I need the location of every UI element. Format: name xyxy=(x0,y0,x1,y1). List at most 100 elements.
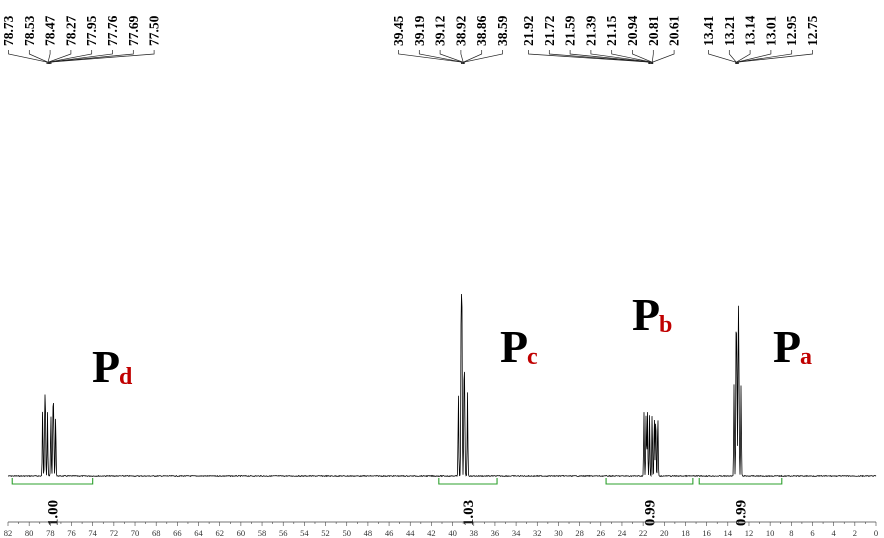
x-tick-label: 48 xyxy=(364,528,373,538)
x-tick-label: 4 xyxy=(832,528,837,538)
peak-leader-line xyxy=(708,50,736,64)
x-tick-label: 62 xyxy=(215,528,224,538)
integral-bracket xyxy=(698,478,783,485)
x-tick-label: 22 xyxy=(639,528,648,538)
assignment-label: Pc xyxy=(500,321,538,372)
x-tick-label: 32 xyxy=(533,528,542,538)
peak-label: 21.39 xyxy=(583,15,598,46)
x-tick-label: 56 xyxy=(279,528,288,538)
peak-leader-line xyxy=(651,50,654,64)
x-tick-label: 6 xyxy=(810,528,814,538)
peak-label-group: 13.41 13.21 13.14 13.01 12.95 12.75 xyxy=(701,15,820,64)
assignment-label: Pa xyxy=(773,321,812,372)
x-tick-label: 36 xyxy=(491,528,500,538)
peak-label: 77.76 xyxy=(105,15,120,46)
assignment-label: Pb xyxy=(632,289,672,340)
peak-label: 39.45 xyxy=(391,15,406,46)
peak-label: 78.47 xyxy=(43,15,58,46)
x-tick-label: 76 xyxy=(67,528,76,538)
x-tick-label: 18 xyxy=(681,528,690,538)
peak-leader-line xyxy=(48,50,72,64)
peak-label: 13.01 xyxy=(763,15,778,46)
peak-label: 38.59 xyxy=(495,15,510,46)
peak-leader-line xyxy=(398,50,462,64)
peak-leader-line xyxy=(418,50,463,64)
peak-label: 13.41 xyxy=(701,15,716,46)
peak-leader-line xyxy=(460,50,464,64)
assignment-letter: P xyxy=(500,321,528,372)
x-tick-label: 24 xyxy=(618,528,627,538)
integral-region: 0.99 xyxy=(698,478,783,526)
x-tick-label: 80 xyxy=(25,528,34,538)
x-tick-label: 46 xyxy=(385,528,394,538)
x-tick-label: 60 xyxy=(237,528,246,538)
peak-leader-line xyxy=(463,50,483,64)
peak-leader-line xyxy=(439,50,463,64)
x-tick-label: 70 xyxy=(131,528,140,538)
integral-region: 1.03 xyxy=(438,478,498,526)
peak-label-group: 21.92 21.72 21.59 21.39 21.15 20.94 20.81 20.61 xyxy=(521,15,682,64)
peak-leader-line xyxy=(47,50,51,64)
peak-leader-line xyxy=(728,50,737,64)
peak-label: 12.95 xyxy=(784,15,799,46)
spectrum-trace xyxy=(7,293,877,478)
x-tick-label: 52 xyxy=(321,528,330,538)
peak-label-group: 39.45 39.19 39.12 38.92 38.86 38.59 xyxy=(391,15,510,64)
peak-label-group: 78.73 78.53 78.47 78.27 77.95 77.76 77.69 77.50 xyxy=(1,15,162,64)
peak-leader-line xyxy=(49,50,113,64)
x-tick-label: 26 xyxy=(597,528,606,538)
x-tick-label: 58 xyxy=(258,528,267,538)
assignment-subscript: c xyxy=(527,344,538,370)
x-tick-label: 72 xyxy=(110,528,119,538)
peak-label: 21.92 xyxy=(521,15,536,46)
x-tick-label: 50 xyxy=(342,528,351,538)
x-tick-label: 64 xyxy=(194,528,203,538)
peak-label: 38.86 xyxy=(474,15,489,46)
peak-leader-line xyxy=(548,50,650,64)
peak-leader-line xyxy=(738,50,813,64)
peak-leader-line xyxy=(737,50,793,64)
peak-label: 78.53 xyxy=(22,15,37,46)
peak-label: 20.61 xyxy=(667,15,682,46)
x-tick-label: 12 xyxy=(745,528,754,538)
x-tick-label: 10 xyxy=(766,528,775,538)
peak-label: 21.15 xyxy=(604,15,619,46)
peak-label: 20.81 xyxy=(646,15,661,46)
integral-layer: 1.00 1.03 0.99 0.99 xyxy=(11,478,783,526)
peak-leader-line xyxy=(464,50,503,64)
x-tick-label: 30 xyxy=(554,528,563,538)
peak-label: 13.14 xyxy=(743,15,758,46)
x-tick-label: 2 xyxy=(853,528,857,538)
peak-leader-line xyxy=(569,50,651,64)
peak-label: 21.59 xyxy=(563,15,578,46)
integral-value: 1.03 xyxy=(461,500,477,526)
peak-leader-line xyxy=(611,50,652,64)
x-tick-label: 66 xyxy=(173,528,182,538)
peak-leader-line xyxy=(632,50,653,64)
x-tick-label: 8 xyxy=(789,528,793,538)
integral-value: 1.00 xyxy=(45,500,61,526)
peak-label-layer: 78.73 78.53 78.47 78.27 77.95 77.76 77.69 77.50… xyxy=(1,15,820,64)
integral-value: 0.99 xyxy=(642,500,658,526)
peak-label: 77.69 xyxy=(126,15,141,46)
peak-label: 78.27 xyxy=(63,15,78,46)
peak-label: 13.21 xyxy=(722,15,737,46)
peak-leader-line xyxy=(50,50,155,64)
x-tick-label: 40 xyxy=(448,528,457,538)
x-tick-label: 44 xyxy=(406,528,415,538)
x-tick-label: 74 xyxy=(88,528,97,538)
peak-leader-line xyxy=(528,50,650,64)
assignment-label: Pd xyxy=(92,341,133,392)
peak-label: 78.73 xyxy=(1,15,16,46)
peak-leader-line xyxy=(736,50,772,64)
x-tick-label: 68 xyxy=(152,528,161,538)
assignment-letter: P xyxy=(773,321,801,372)
peak-label: 38.92 xyxy=(453,15,468,46)
peak-leader-line xyxy=(28,50,48,64)
peak-leader-line xyxy=(590,50,651,64)
assignment-letter: P xyxy=(92,341,120,392)
assignment-letter: P xyxy=(632,289,660,340)
x-axis: 82 80 78 76 74 72 70 68 66 64 62 60 58 56 54 52 50 48 46 44… xyxy=(4,521,878,538)
peak-label: 39.19 xyxy=(412,15,427,46)
